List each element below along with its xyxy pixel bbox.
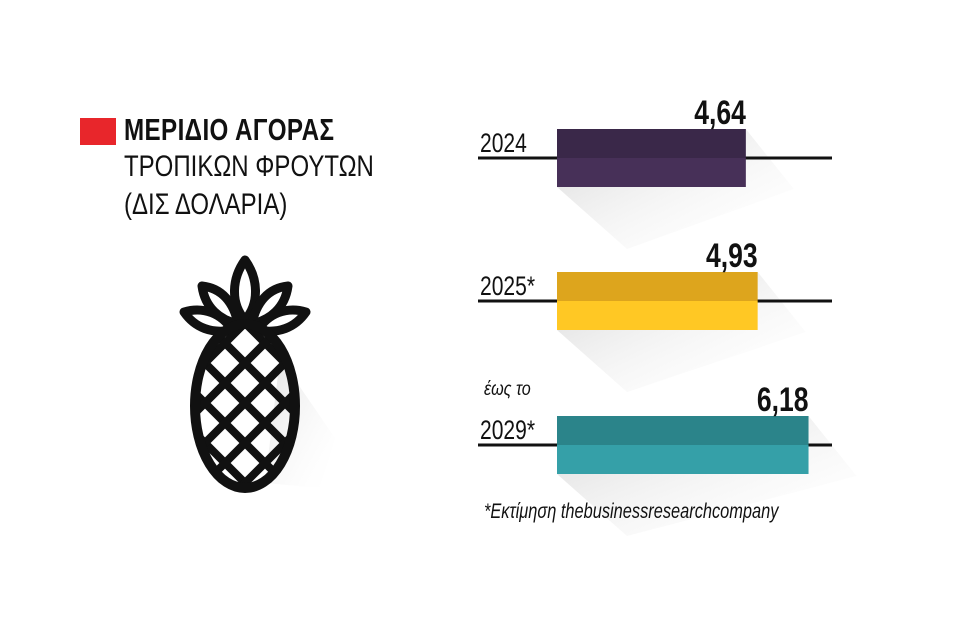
category-label-2024: 2024 [480, 129, 527, 159]
bar-2025-top [557, 272, 758, 301]
chart-subtitle-line2: (ΔΙΣ ΔΟΛΑΡΙΑ) [124, 188, 288, 221]
bar-2024-top [557, 129, 746, 158]
title-accent-square [80, 118, 116, 145]
value-label-2029: 6,18 [757, 381, 809, 419]
bar-2024-bottom [557, 158, 746, 187]
source-footnote: *Εκτίμηση thebusinessresearchcompany [484, 500, 779, 523]
bar-2029-top [557, 416, 809, 445]
category-prefix-label: έως το [484, 378, 531, 400]
value-label-2025: 4,93 [706, 237, 758, 275]
bar-2029-bottom [557, 445, 809, 474]
chart-title: ΜΕΡΙΔΙΟ ΑΓΟΡΑΣ [124, 112, 335, 147]
value-label-2024: 4,64 [694, 94, 746, 132]
category-label-2029: 2029* [480, 416, 536, 446]
chart-subtitle-line1: ΤΡΟΠΙΚΩΝ ΦΡΟΥΤΩΝ [124, 150, 374, 183]
pineapple-icon [179, 255, 335, 493]
bar-2025-bottom [557, 301, 758, 330]
category-label-2025: 2025* [480, 272, 536, 302]
